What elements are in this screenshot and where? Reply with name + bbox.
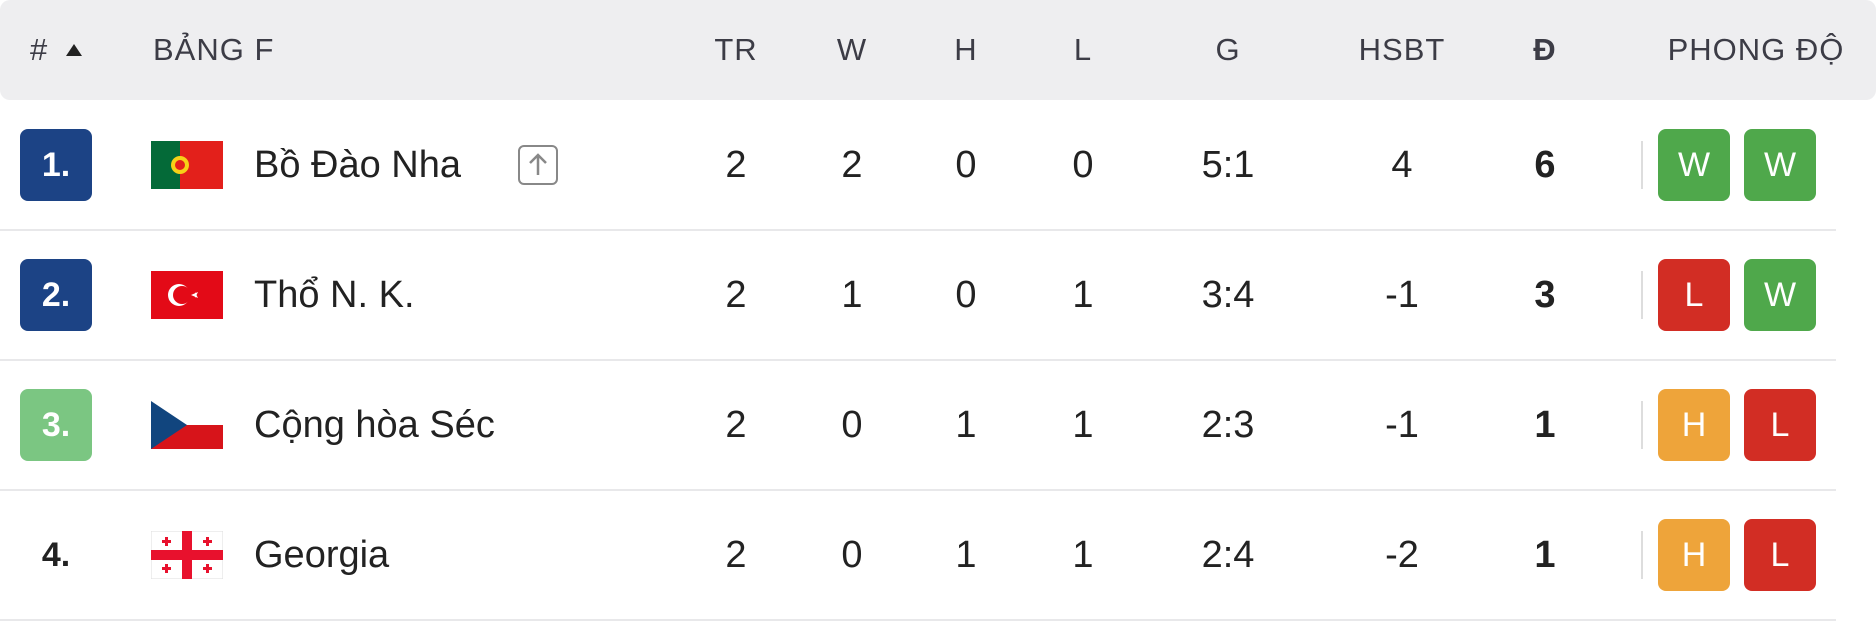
form-badge[interactable]: H: [1658, 519, 1730, 591]
form-separator: [1641, 141, 1643, 189]
cell-g: 3:4: [1201, 274, 1255, 316]
team-flag: [151, 401, 223, 449]
rank-up-icon: [518, 145, 558, 185]
row-divider: [0, 229, 1836, 231]
rank-badge: 3.: [20, 389, 92, 461]
sort-icon[interactable]: [66, 44, 82, 56]
cell-tr: 2: [725, 274, 747, 316]
cell-tr: 2: [725, 144, 747, 186]
form-badge[interactable]: W: [1744, 259, 1816, 331]
cell-l: 1: [1072, 534, 1094, 576]
cell-hsbt: -1: [1385, 404, 1419, 446]
cell-hsbt: 4: [1391, 144, 1413, 186]
col-l: L: [1073, 32, 1093, 67]
form-badge[interactable]: W: [1658, 129, 1730, 201]
cell-h: 0: [955, 274, 977, 316]
col-w: W: [836, 32, 868, 67]
col-pts: Đ: [1533, 32, 1557, 67]
cell-hsbt: -2: [1385, 534, 1419, 576]
team-name[interactable]: Thổ N. K.: [254, 274, 415, 316]
rank-badge: 2.: [20, 259, 92, 331]
team-flag: [151, 531, 223, 579]
col-rank[interactable]: #: [30, 32, 49, 67]
form-separator: [1641, 531, 1643, 579]
cell-l: 1: [1072, 274, 1094, 316]
cell-l: 1: [1072, 404, 1094, 446]
form-badge[interactable]: H: [1658, 389, 1730, 461]
team-flag: [151, 271, 223, 319]
cell-tr: 2: [725, 534, 747, 576]
cell-tr: 2: [725, 404, 747, 446]
table-row[interactable]: 3. Cộng hòa Séc 2 0 1 1 2:3 -1 1 H L: [0, 360, 1876, 491]
cell-pts: 1: [1534, 534, 1556, 576]
team-name[interactable]: Cộng hòa Séc: [254, 404, 495, 446]
cell-h: 0: [955, 144, 977, 186]
col-tr: TR: [714, 32, 758, 67]
cell-hsbt: -1: [1385, 274, 1419, 316]
cell-h: 1: [955, 534, 977, 576]
cell-w: 2: [841, 144, 863, 186]
form-separator: [1641, 271, 1643, 319]
cell-g: 2:4: [1201, 534, 1255, 576]
form-badge[interactable]: L: [1658, 259, 1730, 331]
row-divider: [0, 359, 1836, 361]
table-header: # BẢNG F TR W H L G HSBT Đ PHONG ĐỘ: [0, 0, 1876, 100]
table-row[interactable]: 2. Thổ N. K. 2 1 0 1 3:4 -1 3 L W: [0, 230, 1876, 361]
cell-w: 1: [841, 274, 863, 316]
table-row[interactable]: 4. Georgia 2 0 1 1 2:4 -2 1 H L: [0, 490, 1876, 621]
team-name[interactable]: Georgia: [254, 534, 390, 576]
col-g: G: [1215, 32, 1241, 67]
cell-pts: 3: [1534, 274, 1556, 316]
rank-badge: 1.: [20, 129, 92, 201]
form-badge[interactable]: L: [1744, 519, 1816, 591]
rank-badge: 4.: [41, 536, 71, 574]
table-row[interactable]: 1. Bồ Đào Nha 2 2 0 0 5:1 4 6 W W: [0, 100, 1876, 231]
cell-h: 1: [955, 404, 977, 446]
cell-g: 2:3: [1201, 404, 1255, 446]
form-separator: [1641, 401, 1643, 449]
cell-g: 5:1: [1201, 144, 1255, 186]
cell-pts: 1: [1534, 404, 1556, 446]
cell-pts: 6: [1534, 144, 1556, 186]
team-flag: [151, 141, 223, 189]
cell-w: 0: [841, 534, 863, 576]
form-badge[interactable]: L: [1744, 389, 1816, 461]
row-divider: [0, 619, 1836, 621]
form-badge[interactable]: W: [1744, 129, 1816, 201]
row-divider: [0, 489, 1836, 491]
col-h: H: [954, 32, 978, 67]
team-name[interactable]: Bồ Đào Nha: [254, 144, 462, 186]
col-hsbt: HSBT: [1358, 32, 1446, 67]
cell-w: 0: [841, 404, 863, 446]
cell-l: 0: [1072, 144, 1094, 186]
col-group: BẢNG F: [153, 32, 275, 67]
col-form: PHONG ĐỘ: [1667, 32, 1845, 67]
